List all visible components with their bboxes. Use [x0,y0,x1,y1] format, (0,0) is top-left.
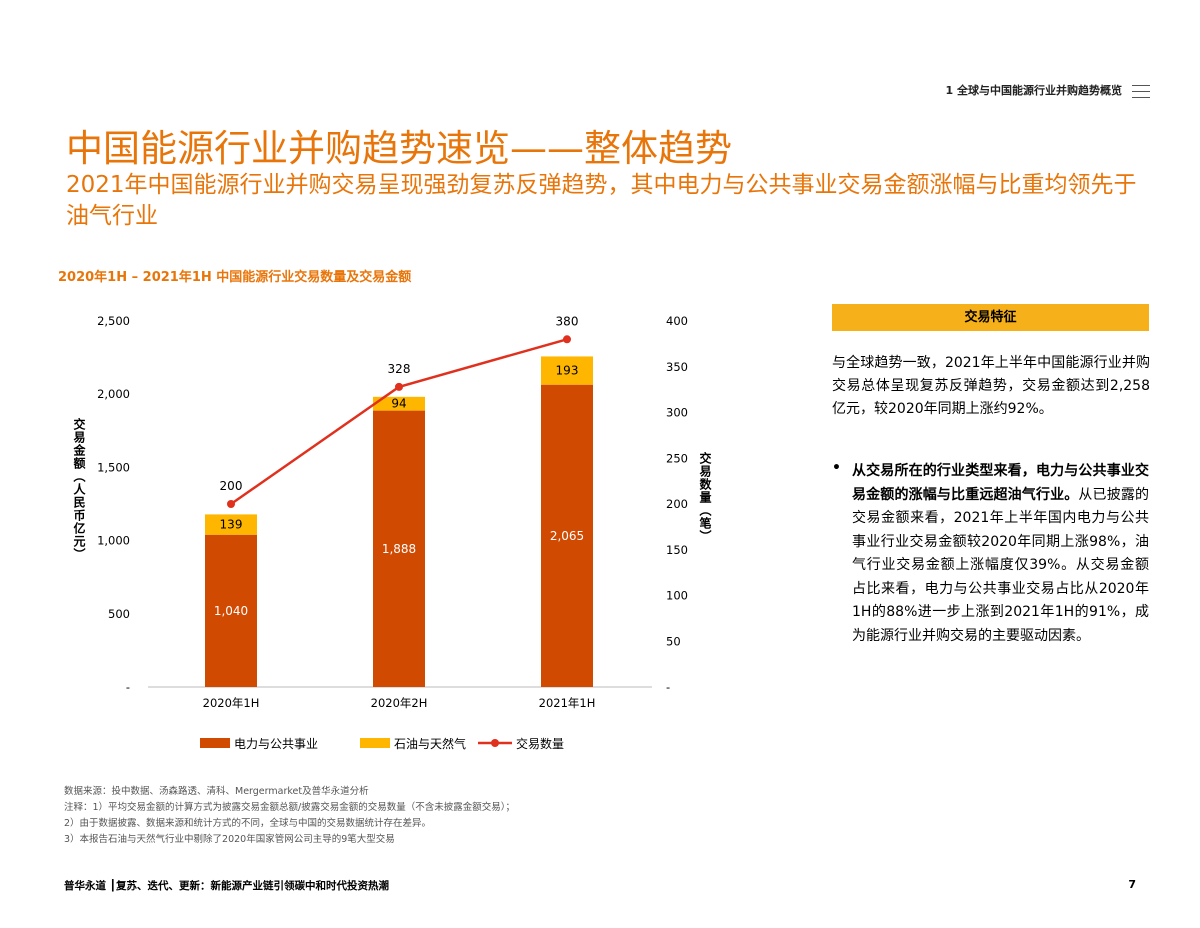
y2-tick-label: 50 [666,634,681,648]
page-title: 中国能源行业并购趋势速览——整体趋势 [66,127,732,170]
bullet: • [832,460,841,476]
bar-label-oil: 94 [391,397,406,411]
legend-swatch-power [200,738,230,748]
chart: - 500 1,000 1,500 2,000 2,500 - 50 100 150 200 250 3… [97,314,688,751]
panel-bullet-text: 从交易所在的行业类型来看，电力与公共事业交易金额的涨幅与比重远超油气行业。从已披… [852,460,1149,648]
footer-text: 普华永道 ┃复苏、迭代、更新：新能源产业链引领碳中和时代投资热潮 [64,880,389,892]
y-tick-label: 1,500 [97,460,130,474]
bar-label-oil: 139 [220,518,243,532]
panel-heading: 交易特征 [832,304,1149,331]
line-label: 328 [388,362,411,376]
note-source: 数据来源：投中数据、汤森路透、清科、Mergermarket及普华永道分析 [64,786,369,797]
section-label: 1 全球与中国能源行业并购趋势概览 [945,84,1122,97]
bar-oil-gas [373,396,425,411]
line-point [563,335,571,344]
y2-tick-label: 350 [666,360,688,374]
y-tick-label: 500 [108,607,130,621]
line-label: 200 [220,479,243,493]
x-tick-label: 2020年1H [203,696,260,710]
y2-axis-label: 交易数量（笔） [698,452,712,543]
legend-label: 石油与天然气 [394,736,466,751]
notes: 数据来源：投中数据、汤森路透、清科、Mergermarket及普华永道分析 注释… [64,784,515,848]
line-point [227,500,235,508]
y2-tick-label: 200 [666,497,688,511]
x-tick-label: 2021年1H [539,696,596,710]
y-tick-label: 2,000 [97,387,130,401]
bar-power-utilities [205,534,257,687]
y2-tick-label: 150 [666,543,688,557]
bar-label-oil: 193 [556,364,579,378]
y2-tick-label: 300 [666,406,688,420]
bar-label-power: 2,065 [550,529,584,543]
y2-tick-label: 100 [666,589,688,603]
note-2: 2）由于数据披露、数据来源和统计方式的不同，全球与中国的交易数据统计存在差异。 [64,818,432,829]
menu-icon[interactable] [1132,80,1150,103]
page-number: 7 [1128,878,1136,891]
bullet-bold: 从交易所在的行业类型来看，电力与公共事业交易金额的涨幅与比重远超油气行业。 [852,463,1149,503]
y-tick-label: 1,000 [97,534,130,548]
bar-power-utilities [373,410,425,687]
bar-oil-gas [205,514,257,535]
page-subtitle: 2021年中国能源行业并购交易呈现强劲复苏反弹趋势，其中电力与公共事业交易金额涨… [66,172,1137,229]
line-point [395,382,403,391]
legend-label: 电力与公共事业 [234,737,318,751]
line-label: 380 [556,314,579,328]
y-tick-label: - [126,680,130,694]
y-axis-label: 交易金额（人民币亿元） [72,418,86,561]
x-tick-label: 2020年2H [371,696,428,710]
bar-label-power: 1,040 [214,604,248,618]
y2-tick-label: - [666,680,670,694]
bar-oil-gas [541,356,593,385]
legend-marker [491,739,499,747]
bullet-text: 从已披露的交易金额来看，2021年上半年国内电力与公共事业行业交易金额较2020… [852,486,1150,644]
y-tick-label: 2,500 [97,314,130,328]
note-1: 注释：1）平均交易金额的计算方式为披露交易金额总额/披露交易金额的交易数量（不含… [64,802,515,813]
chart-title: 2020年1H – 2021年1H 中国能源行业交易数量及交易金额 [58,270,412,285]
bar-power-utilities [541,384,593,687]
legend-swatch-oil [360,738,390,748]
bar-label-power: 1,888 [382,542,416,556]
y2-tick-label: 250 [666,451,688,465]
legend-label: 交易数量 [516,736,564,751]
y2-tick-label: 400 [666,314,688,328]
panel-paragraph: 与全球趋势一致，2021年上半年中国能源行业并购交易总体呈现复苏反弹趋势，交易金… [832,355,1150,417]
note-3: 3）本报告石油与天然气行业中剔除了2020年国家管网公司主导的9笔大型交易 [64,834,395,845]
